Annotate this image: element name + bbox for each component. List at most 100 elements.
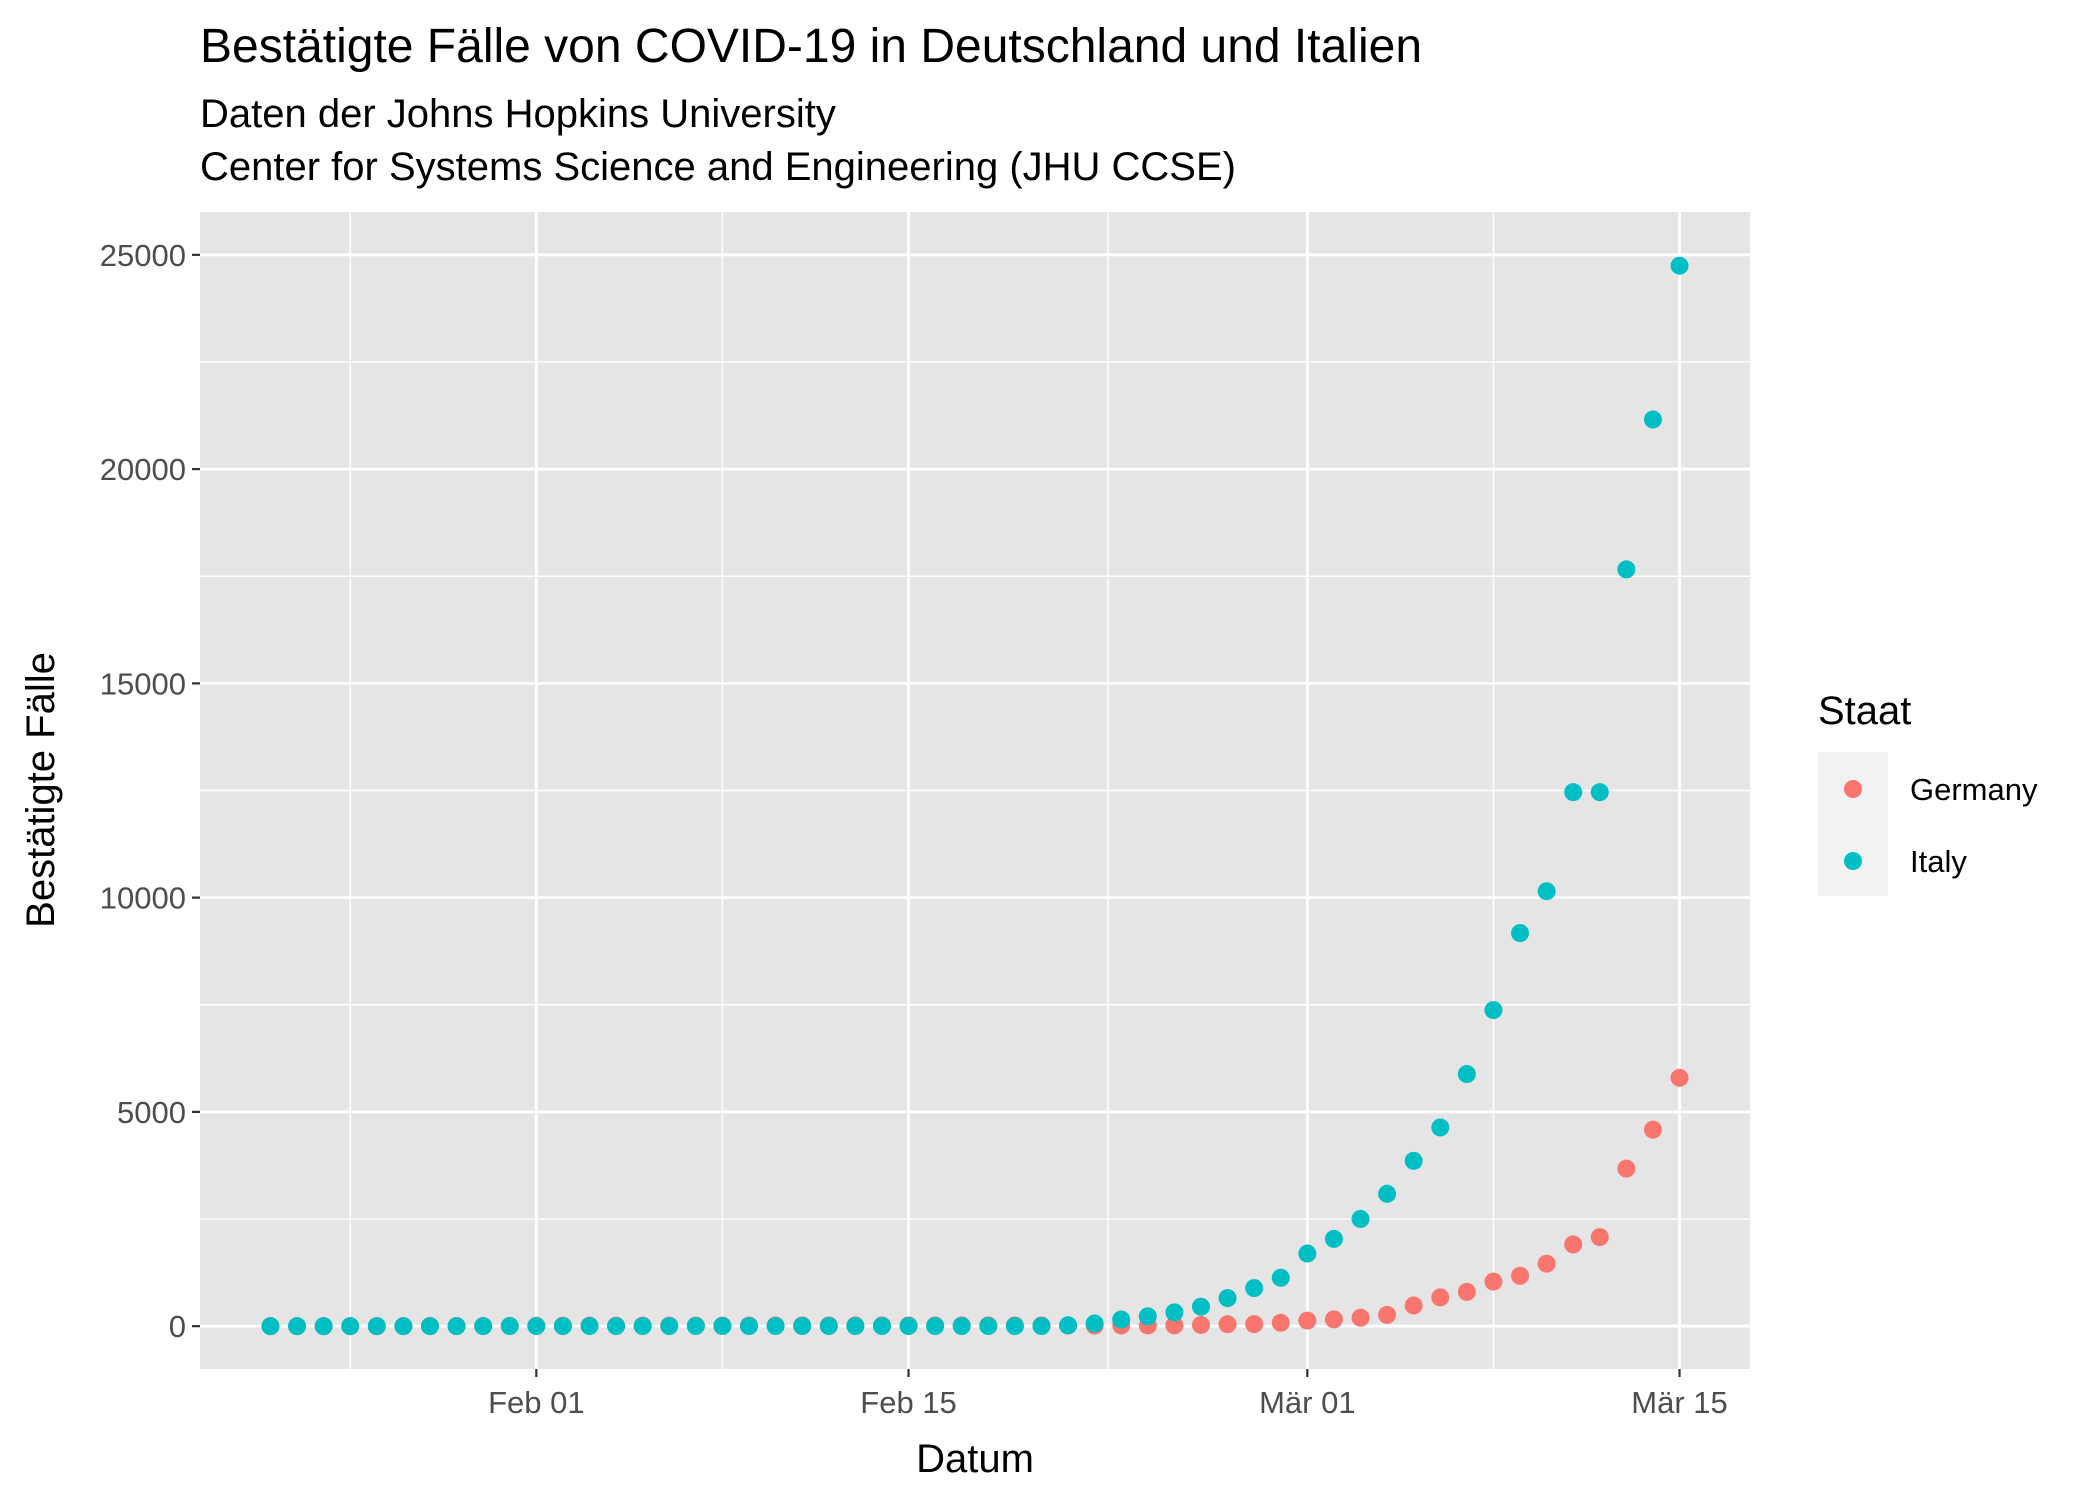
x-tick-label: Mär 15 xyxy=(1631,1385,1727,1420)
data-point-italy xyxy=(740,1317,759,1336)
data-point-italy xyxy=(580,1317,599,1336)
data-point-italy xyxy=(527,1317,546,1336)
data-point-italy xyxy=(1085,1314,1104,1333)
x-tick-label: Feb 15 xyxy=(860,1385,957,1420)
data-point-italy xyxy=(500,1317,519,1336)
data-point-italy xyxy=(1324,1229,1343,1248)
data-point-germany xyxy=(1643,1120,1662,1139)
data-point-italy xyxy=(1564,783,1583,802)
data-point-germany xyxy=(1617,1159,1636,1178)
data-point-germany xyxy=(1457,1282,1476,1301)
data-point-italy xyxy=(607,1317,626,1336)
x-tick-label: Feb 01 xyxy=(488,1385,585,1420)
series-italy-points xyxy=(261,256,1689,1336)
data-point-italy xyxy=(872,1317,891,1336)
data-point-italy xyxy=(1112,1310,1131,1329)
legend-label-germany: Germany xyxy=(1910,772,2038,807)
data-point-italy xyxy=(288,1317,307,1336)
data-point-italy xyxy=(367,1317,386,1336)
major-gridlines xyxy=(200,212,1750,1369)
data-point-germany xyxy=(1404,1296,1423,1315)
y-tick-label: 0 xyxy=(169,1309,186,1344)
data-point-italy xyxy=(1431,1118,1450,1137)
data-point-italy xyxy=(1511,924,1530,943)
data-point-italy xyxy=(394,1317,413,1336)
legend-label-italy: Italy xyxy=(1910,844,1967,879)
data-point-italy xyxy=(766,1317,785,1336)
data-point-germany xyxy=(1298,1311,1317,1330)
minor-gridlines xyxy=(200,212,1750,1369)
data-point-italy xyxy=(1537,882,1556,901)
data-point-germany xyxy=(1484,1272,1503,1291)
data-point-italy xyxy=(819,1317,838,1336)
chart-subtitle-line1: Daten der Johns Hopkins University xyxy=(200,92,836,136)
data-point-germany xyxy=(1271,1313,1290,1332)
data-point-germany xyxy=(1537,1254,1556,1273)
y-tick-label: 15000 xyxy=(100,666,186,701)
data-point-italy xyxy=(447,1317,466,1336)
data-point-italy xyxy=(1378,1184,1397,1203)
data-point-italy xyxy=(341,1317,360,1336)
data-point-germany xyxy=(1191,1315,1210,1334)
data-point-italy xyxy=(1165,1303,1184,1322)
x-tick-label: Mär 01 xyxy=(1259,1385,1355,1420)
data-point-italy xyxy=(1617,560,1636,579)
data-point-germany xyxy=(1324,1310,1343,1329)
data-point-germany xyxy=(1245,1315,1264,1334)
data-point-italy xyxy=(793,1317,812,1336)
data-point-italy xyxy=(1005,1317,1024,1336)
legend-key-background xyxy=(1818,752,1888,896)
data-point-germany xyxy=(1670,1068,1689,1087)
data-point-italy xyxy=(686,1317,705,1336)
data-point-italy xyxy=(1484,1001,1503,1020)
data-point-italy xyxy=(1404,1151,1423,1170)
data-point-italy xyxy=(1643,410,1662,429)
y-axis-title: Bestätigte Fälle xyxy=(19,652,63,928)
data-point-italy xyxy=(979,1317,998,1336)
data-point-italy xyxy=(633,1317,652,1336)
chart-subtitle-line2: Center for Systems Science and Engineeri… xyxy=(200,145,1236,189)
data-point-italy xyxy=(1298,1244,1317,1263)
data-point-italy xyxy=(420,1317,439,1336)
data-point-germany xyxy=(1351,1308,1370,1327)
data-point-germany xyxy=(1590,1228,1609,1247)
data-point-italy xyxy=(1590,783,1609,802)
x-axis-title: Datum xyxy=(916,1437,1034,1481)
data-point-italy xyxy=(261,1317,280,1336)
data-point-italy xyxy=(660,1317,679,1336)
y-axis-ticks: 0 5000 10000 15000 20000 25000 xyxy=(100,238,200,1344)
data-point-italy xyxy=(1191,1297,1210,1316)
y-tick-label: 25000 xyxy=(100,238,186,273)
data-point-italy xyxy=(952,1317,971,1336)
chart-title: Bestätigte Fälle von COVID-19 in Deutsch… xyxy=(200,20,1422,73)
data-point-germany xyxy=(1431,1288,1450,1307)
data-point-italy xyxy=(1351,1209,1370,1228)
data-point-italy xyxy=(1218,1289,1237,1308)
data-point-germany xyxy=(1511,1266,1530,1285)
x-axis-ticks: Feb 01 Feb 15 Mär 01 Mär 15 xyxy=(488,1369,1728,1420)
data-point-germany xyxy=(1378,1305,1397,1324)
data-point-italy xyxy=(1457,1065,1476,1084)
data-point-italy xyxy=(713,1317,732,1336)
legend-key-italy xyxy=(1844,852,1862,870)
data-point-italy xyxy=(846,1317,865,1336)
data-point-italy xyxy=(1138,1307,1157,1326)
data-point-italy xyxy=(1271,1268,1290,1287)
y-tick-label: 5000 xyxy=(117,1095,186,1130)
data-point-germany xyxy=(1165,1316,1184,1335)
legend: Staat Germany Italy xyxy=(1818,689,2038,896)
data-point-germany xyxy=(1218,1315,1237,1334)
data-point-germany xyxy=(1564,1235,1583,1254)
data-point-italy xyxy=(314,1317,333,1336)
data-point-italy xyxy=(553,1317,572,1336)
data-point-italy xyxy=(1032,1317,1051,1336)
data-point-italy xyxy=(1670,256,1689,275)
y-tick-label: 20000 xyxy=(100,452,186,487)
legend-key-germany xyxy=(1844,780,1862,798)
data-point-italy xyxy=(1245,1279,1264,1298)
y-tick-label: 10000 xyxy=(100,881,186,916)
data-point-italy xyxy=(899,1317,918,1336)
data-point-italy xyxy=(1059,1316,1078,1335)
data-point-italy xyxy=(474,1317,493,1336)
